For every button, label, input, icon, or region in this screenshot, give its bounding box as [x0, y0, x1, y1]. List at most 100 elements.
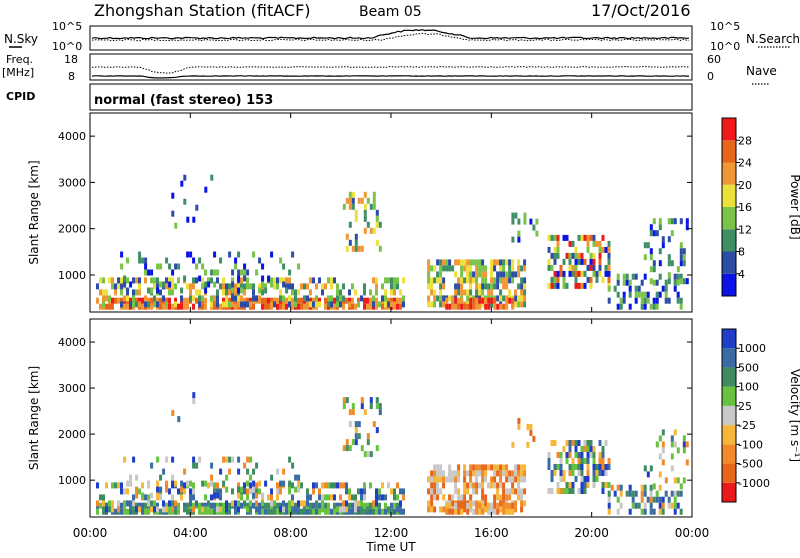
data-cell: [369, 303, 372, 310]
data-cell: [592, 482, 596, 488]
data-cell: [478, 265, 482, 272]
data-cell: [234, 295, 237, 302]
date-label: 17/Oct/2016: [591, 1, 691, 20]
data-cell: [652, 483, 656, 490]
data-cell: [150, 500, 153, 507]
data-cell: [499, 303, 503, 310]
data-cell: [216, 301, 219, 308]
data-cell: [351, 494, 354, 501]
data-cell: [439, 488, 443, 495]
data-cell: [240, 269, 244, 276]
data-cell: [553, 282, 557, 289]
data-cell: [472, 297, 476, 304]
data-cell: [436, 259, 440, 266]
data-cell: [309, 494, 312, 501]
data-cell: [586, 476, 590, 482]
data-cell: [586, 464, 590, 470]
data-cell: [366, 297, 369, 304]
data-cell: [300, 283, 303, 290]
data-cell: [682, 477, 686, 484]
data-cell: [466, 259, 470, 266]
data-cell: [333, 277, 336, 284]
data-cell: [333, 297, 336, 304]
data-cell: [520, 470, 524, 477]
data-cell: [658, 496, 662, 503]
data-cell: [129, 281, 133, 288]
colorbar-segment: [722, 463, 736, 483]
data-cell: [396, 277, 399, 284]
data-cell: [520, 277, 524, 284]
data-cell: [520, 464, 524, 471]
data-cell: [222, 508, 225, 515]
data-cell: [252, 486, 256, 493]
data-cell: [514, 301, 518, 308]
data-cell: [586, 246, 590, 253]
data-cell: [430, 500, 434, 507]
data-cell: [243, 482, 246, 489]
data-cell: [619, 484, 623, 491]
data-cell: [490, 476, 494, 483]
data-cell: [553, 234, 557, 241]
data-cell: [234, 303, 237, 310]
data-cell: [649, 496, 653, 503]
data-cell: [375, 277, 378, 284]
data-cell: [270, 251, 274, 258]
data-cell: [427, 271, 431, 278]
data-cell: [607, 285, 611, 292]
data-cell: [529, 218, 533, 225]
data-cell: [682, 435, 686, 442]
data-cell: [562, 446, 566, 452]
data-cell: [201, 303, 204, 310]
data-cell: [183, 488, 186, 495]
data-cell: [246, 468, 250, 475]
data-cell: [153, 277, 156, 284]
data-cell: [375, 283, 378, 290]
data-cell: [556, 270, 560, 277]
data-cell: [261, 500, 264, 507]
data-cell: [99, 502, 102, 509]
data-cell: [165, 301, 168, 308]
data-cell: [393, 289, 396, 296]
data-cell: [378, 508, 381, 515]
data-cell: [105, 303, 108, 310]
data-cell: [469, 303, 473, 310]
data-cell: [451, 494, 455, 501]
data-cell: [670, 218, 674, 225]
data-cell: [517, 236, 521, 243]
data-cell: [363, 191, 367, 198]
data-cell: [460, 259, 464, 266]
data-cell: [363, 508, 366, 515]
data-cell: [291, 251, 295, 258]
data-cell: [213, 281, 217, 288]
data-cell: [430, 470, 434, 477]
data-cell: [138, 277, 141, 284]
data-cell: [210, 480, 214, 487]
data-cell: [673, 279, 677, 286]
data-cell: [499, 277, 503, 284]
data-cell: [159, 486, 163, 493]
data-cell: [195, 277, 198, 284]
data-cell: [451, 508, 455, 515]
data-cell: [348, 191, 352, 198]
data-cell: [123, 500, 126, 507]
colorbar-tick-label: 28: [738, 134, 752, 147]
data-cell: [430, 277, 434, 284]
data-cell: [571, 252, 575, 259]
data-cell: [225, 474, 229, 481]
data-cell: [246, 269, 250, 276]
data-cell: [300, 500, 303, 507]
data-cell: [556, 252, 560, 259]
data-cell: [613, 490, 617, 497]
data-cell: [375, 221, 379, 228]
data-cell: [607, 297, 611, 304]
data-cell: [156, 492, 160, 499]
data-cell: [297, 474, 301, 481]
data-cell: [490, 502, 494, 509]
data-cell: [526, 441, 530, 448]
data-cell: [577, 282, 581, 289]
data-cell: [246, 502, 249, 509]
data-cell: [502, 259, 506, 266]
data-cell: [577, 452, 581, 458]
